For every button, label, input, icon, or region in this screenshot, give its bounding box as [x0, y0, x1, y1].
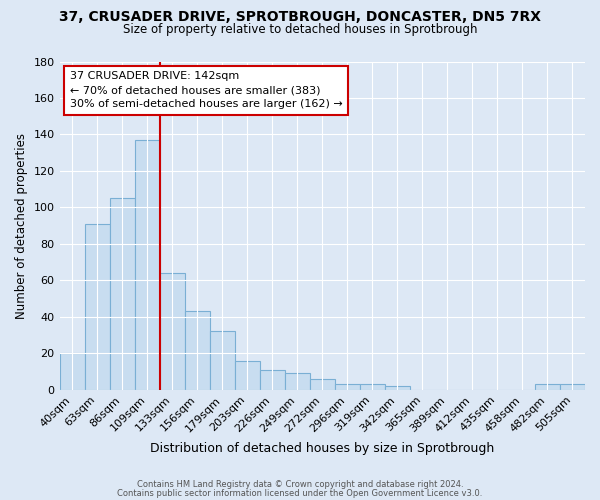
- Text: Contains HM Land Registry data © Crown copyright and database right 2024.: Contains HM Land Registry data © Crown c…: [137, 480, 463, 489]
- Bar: [560, 384, 585, 390]
- Y-axis label: Number of detached properties: Number of detached properties: [15, 132, 28, 318]
- Bar: [385, 386, 410, 390]
- Bar: [209, 332, 235, 390]
- Bar: [260, 370, 285, 390]
- Bar: [185, 312, 209, 390]
- Text: Contains public sector information licensed under the Open Government Licence v3: Contains public sector information licen…: [118, 488, 482, 498]
- Bar: [285, 374, 310, 390]
- Text: 37, CRUSADER DRIVE, SPROTBROUGH, DONCASTER, DN5 7RX: 37, CRUSADER DRIVE, SPROTBROUGH, DONCAST…: [59, 10, 541, 24]
- Bar: [310, 379, 335, 390]
- Bar: [160, 273, 185, 390]
- Text: Size of property relative to detached houses in Sprotbrough: Size of property relative to detached ho…: [123, 22, 477, 36]
- Text: 37 CRUSADER DRIVE: 142sqm
← 70% of detached houses are smaller (383)
30% of semi: 37 CRUSADER DRIVE: 142sqm ← 70% of detac…: [70, 72, 343, 110]
- Bar: [535, 384, 560, 390]
- Bar: [59, 354, 85, 390]
- Bar: [110, 198, 134, 390]
- Bar: [85, 224, 110, 390]
- Bar: [335, 384, 360, 390]
- X-axis label: Distribution of detached houses by size in Sprotbrough: Distribution of detached houses by size …: [150, 442, 494, 455]
- Bar: [235, 360, 260, 390]
- Bar: [134, 140, 160, 390]
- Bar: [360, 384, 385, 390]
